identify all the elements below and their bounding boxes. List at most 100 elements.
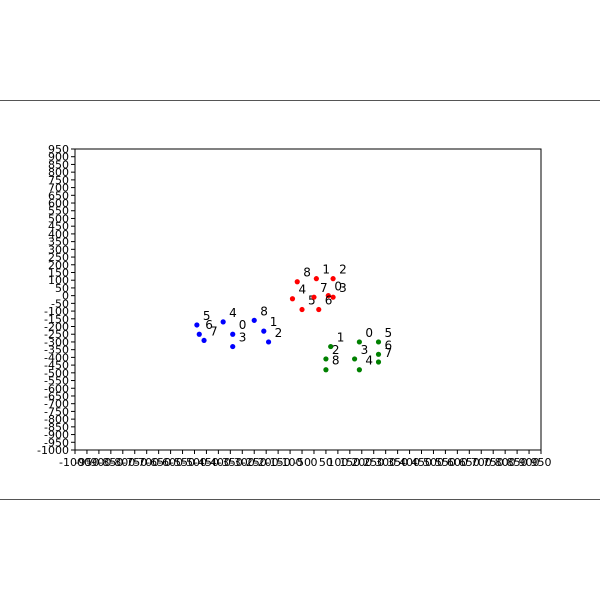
y-tick-label: -150 xyxy=(44,313,69,326)
y-tick-label: 900 xyxy=(48,151,69,164)
x-tick-label: -400 xyxy=(206,456,231,469)
point-label: 2 xyxy=(332,343,340,357)
x-tick-label: -650 xyxy=(146,456,171,469)
x-tick-label: 750 xyxy=(483,456,504,469)
y-tick-label: -850 xyxy=(44,421,69,434)
point-label: 8 xyxy=(303,266,311,280)
point-label: 1 xyxy=(270,315,278,329)
x-tick-label: 0 xyxy=(310,456,317,469)
x-tick-label: -50 xyxy=(293,456,311,469)
x-tick-label: -800 xyxy=(110,456,135,469)
x-tick-label: 250 xyxy=(363,456,384,469)
point-label: 6 xyxy=(325,294,333,308)
x-tick-label: 300 xyxy=(375,456,396,469)
scatter-point xyxy=(375,351,382,357)
scatter-point xyxy=(330,294,336,300)
x-tick-label: -900 xyxy=(86,456,111,469)
scatter-point xyxy=(323,367,329,373)
y-tick-label: -600 xyxy=(44,382,69,395)
scatter-point xyxy=(230,343,236,350)
x-tick-label: 150 xyxy=(339,456,360,469)
scatter-point xyxy=(194,322,200,328)
scatter-point xyxy=(323,356,329,362)
plot-frame xyxy=(74,148,542,451)
x-tick-label: 350 xyxy=(387,456,408,469)
point-label: 1 xyxy=(322,263,330,277)
x-tick-label: -450 xyxy=(194,456,219,469)
y-tick-label: -300 xyxy=(44,336,69,349)
x-tick-label: -600 xyxy=(158,456,183,469)
top-divider xyxy=(0,100,600,101)
x-tick-label: 950 xyxy=(531,456,552,469)
y-tick-label: -650 xyxy=(44,390,69,403)
x-tick-label: -550 xyxy=(170,456,195,469)
y-tick-label: 200 xyxy=(48,259,69,272)
point-label: 2 xyxy=(275,326,283,340)
x-tick-label: 650 xyxy=(459,456,480,469)
scatter-point xyxy=(294,279,300,285)
x-tick-label: -1000 xyxy=(59,456,91,469)
y-tick-label: -350 xyxy=(44,344,69,357)
x-tick-label: 400 xyxy=(399,456,420,469)
y-tick-label: 300 xyxy=(48,243,69,256)
y-tick-label: -100 xyxy=(44,305,69,318)
point-label: 7 xyxy=(384,346,392,360)
y-tick-label: 850 xyxy=(48,158,69,171)
scatter-point xyxy=(196,331,202,337)
scatter-point xyxy=(356,339,362,345)
point-label: 0 xyxy=(239,318,247,332)
y-tick-label: 700 xyxy=(48,182,69,195)
scatter-point xyxy=(201,337,207,344)
y-tick-label: 500 xyxy=(48,212,69,225)
point-label: 2 xyxy=(339,263,347,277)
y-tick-label: 250 xyxy=(48,251,69,264)
x-tick-label: 900 xyxy=(519,456,540,469)
scatter-point xyxy=(325,293,331,299)
x-tick-label: 800 xyxy=(495,456,516,469)
x-tick-label: 550 xyxy=(435,456,456,469)
x-tick-label: 100 xyxy=(327,456,348,469)
y-tick-label: -700 xyxy=(44,398,69,411)
point-label: 0 xyxy=(365,326,373,340)
point-label: 5 xyxy=(308,294,316,308)
y-tick-label: -900 xyxy=(44,429,69,442)
scatter-point xyxy=(289,296,296,302)
scatter-point xyxy=(316,306,322,313)
scatter-point xyxy=(328,343,334,350)
y-tick-label: 550 xyxy=(48,205,69,218)
x-tick-label: -150 xyxy=(266,456,291,469)
y-tick-label: 150 xyxy=(48,266,69,279)
x-tick-label: 600 xyxy=(447,456,468,469)
point-label: 6 xyxy=(384,338,392,352)
x-tick-label: -850 xyxy=(98,456,123,469)
scatter-point xyxy=(251,317,257,323)
y-tick-label: -500 xyxy=(44,367,69,380)
y-tick-label: -450 xyxy=(44,359,69,372)
x-tick-label: -950 xyxy=(74,456,99,469)
x-tick-label: -200 xyxy=(254,456,279,469)
y-tick-label: 450 xyxy=(48,220,69,233)
scatter-point xyxy=(356,367,362,373)
point-label: 0 xyxy=(334,280,342,294)
x-tick-label: 450 xyxy=(411,456,432,469)
x-tick-label: -350 xyxy=(218,456,243,469)
y-tick-label: -200 xyxy=(44,321,69,334)
y-tick-label: -950 xyxy=(44,436,69,449)
y-tick-label: 0 xyxy=(62,290,69,303)
scatter-point xyxy=(330,276,336,282)
point-label: 5 xyxy=(203,309,211,323)
scatter-point xyxy=(375,359,382,365)
point-label: 4 xyxy=(229,306,237,320)
x-tick-label: 500 xyxy=(423,456,444,469)
x-tick-label: -750 xyxy=(122,456,147,469)
scatter-point xyxy=(230,331,236,337)
y-tick-label: 750 xyxy=(48,174,69,187)
point-label: 3 xyxy=(361,343,369,357)
scatter-point xyxy=(299,306,305,313)
x-tick-label: -300 xyxy=(230,456,255,469)
point-label: 5 xyxy=(384,326,392,340)
point-label: 4 xyxy=(298,283,306,297)
x-tick-label: 50 xyxy=(319,456,333,469)
x-tick-label: -100 xyxy=(278,456,303,469)
